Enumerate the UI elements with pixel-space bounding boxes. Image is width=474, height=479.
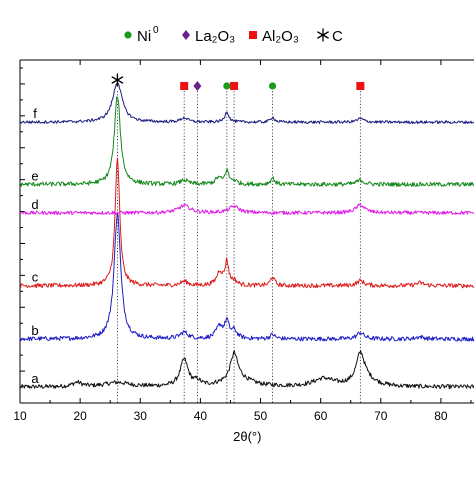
legend-marker-diamond (182, 30, 190, 40)
series-label-b: b (31, 323, 38, 338)
x-axis-label: 2θ(°) (233, 429, 261, 444)
x-tick-label: 80 (434, 409, 448, 423)
legend-entry-label: Al₂O₃ (262, 28, 299, 45)
series-f: f (19, 82, 474, 125)
peak-marker-square (356, 82, 365, 90)
legend-entry-label: La₂O₃ (195, 28, 235, 45)
peak-marker-square (230, 82, 239, 90)
legend-entry-label: Ni (137, 28, 151, 45)
series-line-d (19, 203, 474, 216)
peak-marker-circle (223, 82, 231, 90)
x-tick-label: 40 (194, 409, 208, 423)
legend-marker-circle (124, 31, 132, 39)
legend-marker-square (249, 31, 257, 39)
peak-marker-circle (268, 82, 277, 90)
series-label-d: d (31, 197, 38, 212)
series-label-a: a (31, 371, 39, 386)
series-e: e (19, 96, 474, 187)
x-tick-label: 50 (254, 409, 268, 423)
series-line-b (19, 212, 474, 342)
legend: Ni 0 La₂O₃ Al₂O₃ C (124, 25, 343, 45)
series-line-f (19, 82, 474, 125)
series-line-e (19, 96, 474, 187)
peak-marker-asterisk (111, 73, 124, 87)
x-tick-label: 60 (314, 409, 328, 423)
series-b: b (19, 212, 474, 342)
series-label-c: c (32, 270, 39, 285)
series-d: d (19, 197, 474, 216)
series-label-f: f (33, 106, 37, 121)
series-c: c (19, 157, 474, 289)
peak-marker-square (180, 82, 189, 90)
x-tick-label: 30 (134, 409, 148, 423)
legend-marker-asterisk (317, 28, 329, 42)
legend-entry-superscript: 0 (153, 25, 159, 36)
x-tick-label: 10 (13, 409, 27, 423)
x-tick-label: 20 (73, 409, 87, 423)
peak-marker-diamond (193, 81, 202, 91)
x-tick-label: 70 (374, 409, 388, 423)
series-line-c (19, 157, 474, 289)
series-line-a (19, 350, 474, 390)
series-a: a (19, 350, 474, 390)
legend-entry-label: C (332, 28, 343, 45)
series-label-e: e (31, 168, 38, 183)
peak-markers (111, 73, 365, 91)
